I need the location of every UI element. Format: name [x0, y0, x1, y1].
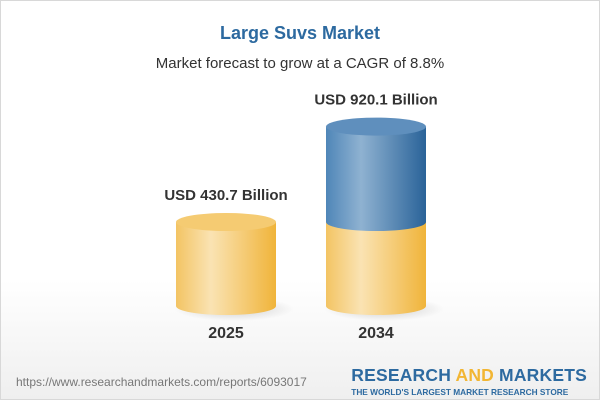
- chart-title: Large Suvs Market: [219, 23, 381, 43]
- bar-2034-growth: [326, 126, 426, 232]
- bar-2034-top: [326, 117, 426, 136]
- data-label: USD 430.7 Billion: [164, 187, 287, 204]
- data-label: USD 920.1 Billion: [314, 92, 437, 109]
- category-label: 2034: [358, 325, 394, 342]
- source-url[interactable]: https://www.researchandmarkets.com/repor…: [16, 375, 307, 389]
- research-and-markets-logo: RESEARCH AND MARKETS THE WORLD'S LARGEST…: [351, 365, 587, 397]
- logo-text: MARKETS: [494, 365, 587, 385]
- logo-text-and: AND: [455, 365, 494, 385]
- category-label: 2025: [208, 325, 244, 342]
- bar-2034-base: [326, 222, 426, 315]
- logo-tagline: THE WORLD'S LARGEST MARKET RESEARCH STOR…: [351, 387, 569, 397]
- bar-2025-base: [176, 222, 276, 315]
- bar-2025-top: [176, 213, 276, 232]
- chart-subtitle: Market forecast to grow at a CAGR of 8.8…: [155, 55, 445, 72]
- logo-text: RESEARCH: [351, 365, 456, 385]
